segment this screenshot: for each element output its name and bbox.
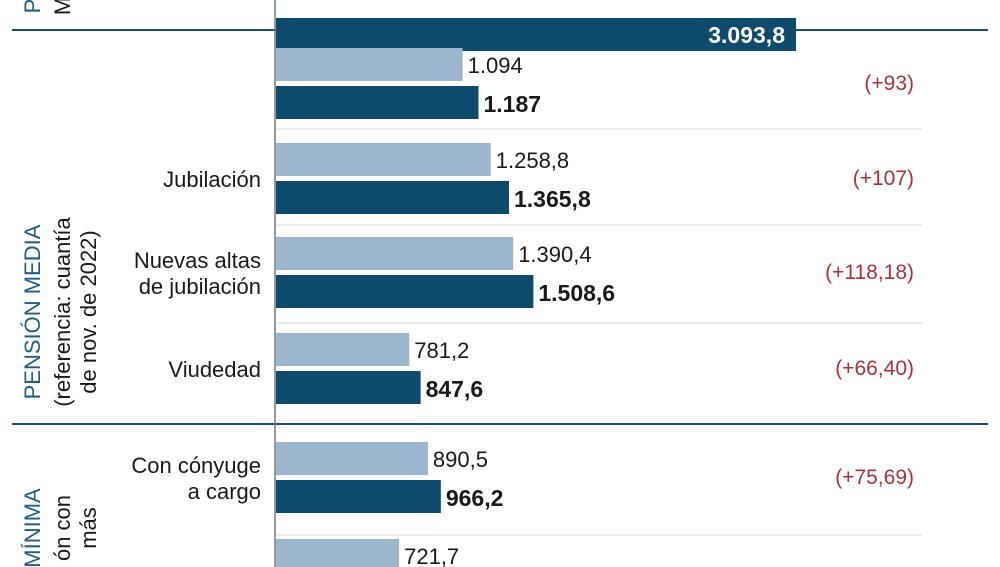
increase-label: (+93) [864,72,914,95]
increase-label: (+75,69) [835,466,914,489]
bar-current [276,86,479,119]
section-label-line: ón con [50,495,75,561]
section-label-line: PENSIÓN MEDIA [20,224,45,399]
bar-current-value-label: 1.187 [484,91,542,117]
bar-previous [276,237,514,270]
bar-previous [276,48,463,81]
section-label-line: (referencia: cuantía [50,216,75,406]
bar-previous-value-label: 1.094 [468,53,523,78]
bar-current-value-label: 1.365,8 [514,186,591,212]
bar-current [276,18,796,51]
section-label-line: M [50,0,75,15]
section-label-line: de nov. de 2022) [76,230,101,394]
bar-previous [276,333,410,366]
bar-current-value-label: 847,6 [426,376,484,402]
section-label: MÍNIMA ón con más [20,488,101,567]
section-label-line: más [76,507,101,549]
category-label: Viudedad [168,357,261,382]
category-label: de jubilación [139,274,261,299]
category-label: Jubilación [163,167,261,192]
increase-label: (+107) [853,167,914,190]
bar-current [276,371,421,404]
bar-current-value-label: 966,2 [446,485,504,511]
category-label: a cargo [188,479,261,504]
bar-previous-value-label: 1.258,8 [496,148,569,173]
bar-previous-value-label: 721,7 [404,544,459,567]
bar-previous [276,143,491,176]
bar-previous [276,539,400,567]
bar-current [276,480,441,513]
section-label-line: P [20,0,45,13]
bar-current [276,275,534,308]
bar-current [276,181,510,214]
increase-label: (+66,40) [835,357,914,380]
section-label: PENSIÓN MEDIA (referencia: cuantía de nov.… [20,216,101,406]
bar-previous-value-label: 1.390,4 [518,242,591,267]
category-label: Con cónyuge [131,453,261,478]
section-label-line: MÍNIMA [20,488,45,567]
bar-current-value-label: 1.508,6 [538,280,615,306]
category-label: Nuevas altas [134,248,261,273]
bar-previous-value-label: 781,2 [414,338,469,363]
bar-previous [276,442,428,475]
bar-current-value-label: 3.093,8 [708,22,785,48]
bar-previous-value-label: 890,5 [433,447,488,472]
increase-label: (+118,18) [825,261,914,284]
